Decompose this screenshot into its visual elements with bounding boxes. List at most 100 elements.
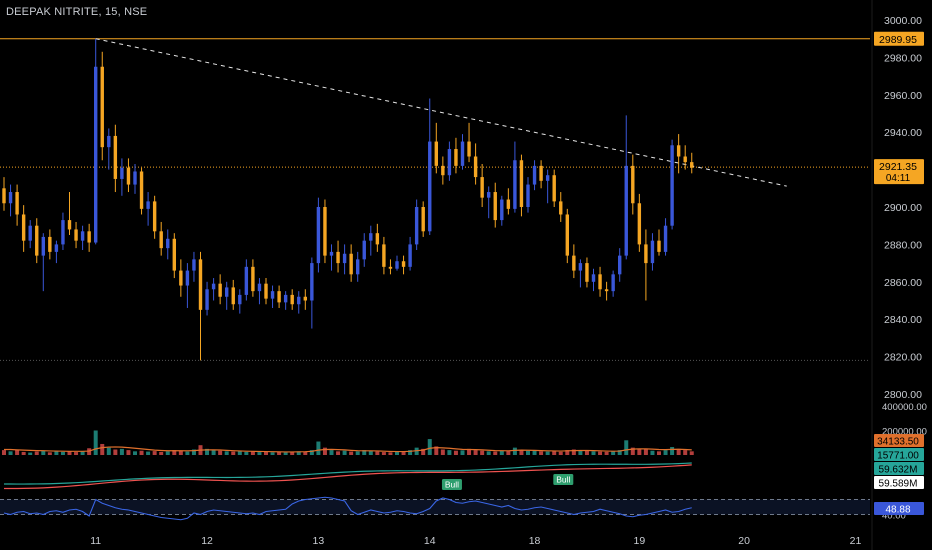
candle-body <box>388 266 393 269</box>
candle-body <box>683 156 687 163</box>
candle-body <box>395 261 399 269</box>
volume-bar <box>506 451 511 455</box>
candle-body <box>303 296 307 301</box>
candle-body <box>428 141 432 232</box>
candle-body <box>159 231 163 249</box>
volume-bar <box>329 450 334 455</box>
volume-bar <box>74 452 79 455</box>
volume-bar <box>440 449 445 455</box>
candle-body <box>591 274 596 282</box>
candle-body <box>336 251 340 264</box>
volume-bar <box>388 452 393 455</box>
volume-bar <box>657 451 661 455</box>
bar-countdown-label: 04:11 <box>886 173 911 184</box>
candle-body <box>493 192 497 221</box>
candle-body <box>611 274 615 292</box>
candle-body <box>48 236 52 252</box>
candle-body <box>270 291 275 299</box>
candle-body <box>618 255 622 275</box>
volume-bar <box>152 451 157 455</box>
volume-bar <box>355 451 360 455</box>
oscillator-red-line <box>3 464 692 490</box>
volume-last-label: 15771.00 <box>877 451 919 462</box>
volume-bar <box>47 452 52 455</box>
candle-body <box>552 175 556 202</box>
candle-body <box>670 145 674 226</box>
volume-bar <box>381 452 386 455</box>
candle-body <box>362 240 366 260</box>
volume-bar <box>368 450 373 455</box>
candle-body <box>676 145 681 157</box>
volume-bar <box>689 451 694 455</box>
price-tick-label: 2800.00 <box>884 389 922 401</box>
volume-bar <box>362 450 367 455</box>
volume-bar <box>336 451 341 455</box>
candle-body <box>460 141 465 166</box>
candle-body <box>657 240 661 252</box>
candle-body <box>572 255 576 271</box>
volume-bar <box>133 451 137 455</box>
candle-body <box>578 263 583 271</box>
candle-body <box>225 287 229 297</box>
candle-body <box>146 201 150 209</box>
volume-bar <box>401 451 406 455</box>
candle-body <box>473 156 478 178</box>
volume-pane: 400000.00 200000.00 <box>2 402 927 455</box>
candle-body <box>61 220 65 245</box>
volume-bar <box>54 451 59 455</box>
volume-bar <box>637 449 642 455</box>
candle-body <box>54 244 59 252</box>
price-tick-label: 2840.00 <box>884 314 922 326</box>
candle-body <box>480 177 484 198</box>
volume-ma-label-bg <box>874 434 924 447</box>
price-axis: 3000.002980.002960.002940.002920.002900.… <box>871 0 922 550</box>
rsi-line <box>3 496 692 521</box>
volume-bar <box>218 450 223 455</box>
volume-bar <box>146 451 151 455</box>
volume-bar <box>257 452 262 455</box>
volume-bar <box>480 450 485 455</box>
candle-body <box>218 283 222 297</box>
candle-body <box>290 294 294 305</box>
volume-bar <box>643 448 648 455</box>
volume-bar <box>277 451 282 455</box>
candle-body <box>126 167 131 185</box>
volume-bar <box>617 450 622 455</box>
candle-body <box>211 283 216 290</box>
candle-body <box>185 270 190 286</box>
candle-body <box>598 274 602 290</box>
volume-bar <box>2 450 6 455</box>
volume-bar <box>683 450 688 455</box>
volume-bar <box>28 452 33 455</box>
candle-body <box>421 207 425 232</box>
volume-bar <box>512 447 517 455</box>
volume-bar <box>519 450 524 455</box>
candle-body <box>467 141 471 157</box>
volume-bar <box>211 450 216 455</box>
resistance-price-label: 2989.95 <box>879 34 917 46</box>
volume-bar <box>270 452 275 455</box>
current-price-label-bg <box>874 159 924 185</box>
volume-bar <box>309 450 314 455</box>
time-tick-label: 13 <box>313 535 325 547</box>
volume-bar <box>558 451 563 455</box>
volume-tick-label: 400000.00 <box>882 402 927 413</box>
volume-bar <box>571 449 576 455</box>
volume-bar <box>598 451 603 455</box>
time-tick-label: 20 <box>738 535 750 547</box>
bull-badge <box>553 474 574 485</box>
candle-body <box>539 165 543 181</box>
volume-bar <box>21 451 26 455</box>
oscillator-pane: Bull Bull <box>3 462 692 490</box>
candle-body <box>166 238 170 249</box>
candle-body <box>663 225 668 252</box>
volume-bar <box>264 451 268 455</box>
candle-body <box>500 199 504 221</box>
candle-body <box>15 192 19 215</box>
candle-body <box>133 171 137 185</box>
bull-badge-text: Bull <box>556 475 570 485</box>
candle-body <box>192 259 196 271</box>
candle-body <box>264 283 268 299</box>
volume-bar <box>205 448 210 455</box>
